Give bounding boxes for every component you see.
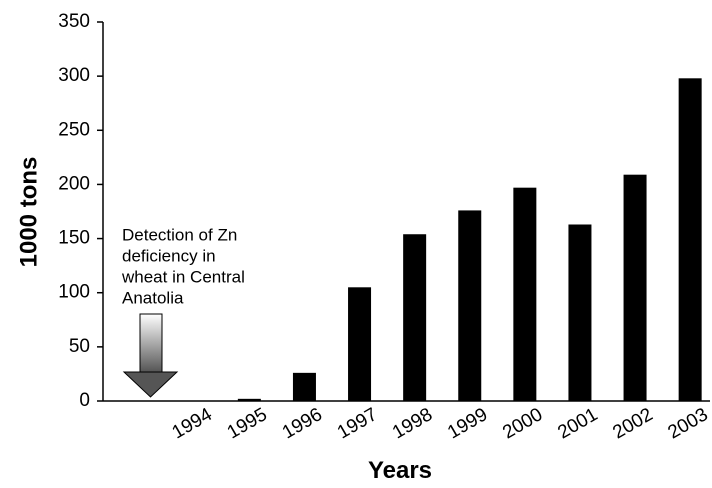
annotation-arrow: [122, 313, 179, 398]
bar: [568, 224, 592, 401]
bar: [678, 78, 702, 402]
x-tick-label: 1995: [224, 404, 271, 443]
x-tick-label: 2002: [609, 404, 656, 443]
annotation-text: wheat in Central: [121, 267, 245, 286]
y-tick-label: 200: [58, 173, 90, 194]
bar: [458, 210, 482, 401]
y-tick-label: 350: [58, 11, 90, 32]
y-tick-label: 300: [58, 65, 90, 86]
y-tick-label: 100: [58, 282, 90, 303]
x-axis-label: Years: [368, 457, 432, 484]
annotation-text: Anatolia: [122, 288, 184, 307]
x-tick-label: 1999: [444, 404, 491, 443]
x-tick-label: 2003: [665, 404, 712, 443]
bar: [403, 234, 427, 401]
y-tick-label: 0: [79, 390, 90, 411]
y-tick-label: 250: [58, 119, 90, 140]
bar: [348, 287, 372, 401]
annotation-text: Detection of Zn: [122, 225, 237, 244]
annotation-text: deficiency in: [122, 246, 216, 265]
bar: [513, 187, 537, 401]
y-axis-label: 1000 tons: [15, 157, 42, 268]
x-tick-label: 1997: [334, 404, 381, 443]
x-tick-label: 1996: [279, 404, 326, 443]
x-tick-label: 2000: [499, 404, 546, 443]
y-tick-label: 50: [69, 336, 90, 357]
bar: [623, 174, 647, 401]
bar: [292, 372, 316, 401]
x-tick-label: 2001: [554, 404, 601, 443]
bar: [237, 398, 261, 401]
y-tick-label: 150: [58, 228, 90, 249]
x-tick-label: 1998: [389, 404, 436, 443]
x-tick-label: 1994: [169, 404, 216, 444]
